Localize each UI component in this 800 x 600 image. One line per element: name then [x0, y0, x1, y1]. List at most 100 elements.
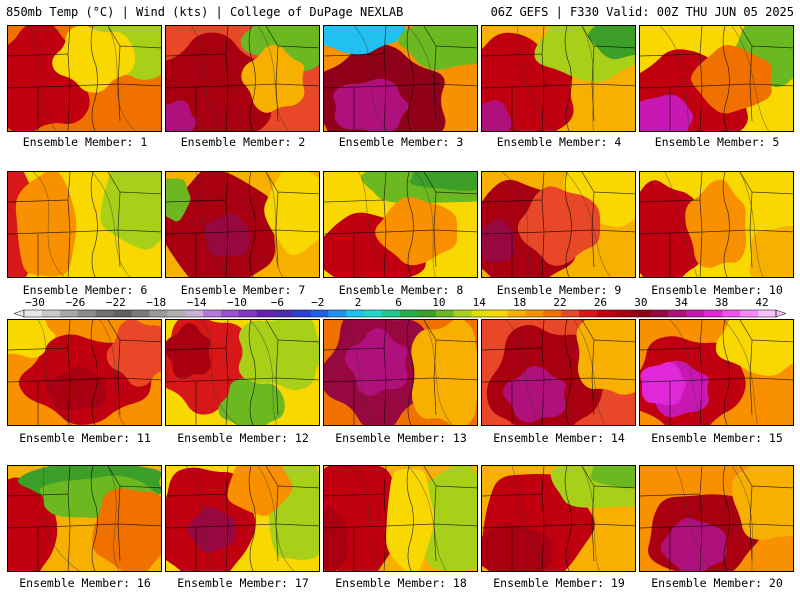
ensemble-map-1 — [7, 25, 162, 132]
colorbar-left-arrow — [14, 309, 25, 318]
colorbar-segment — [417, 310, 437, 317]
temperature-map — [482, 466, 635, 571]
temperature-shading — [691, 45, 772, 114]
ensemble-map-20 — [639, 465, 794, 572]
colorbar-segment — [167, 310, 186, 317]
temperature-shading — [166, 32, 272, 131]
height-contour — [343, 320, 453, 425]
temperature-colorbar — [14, 309, 786, 318]
height-contour — [348, 466, 448, 571]
height-contour — [659, 26, 770, 131]
ensemble-map-19 — [481, 465, 636, 572]
temperature-shading — [416, 466, 477, 571]
temperature-shading — [204, 213, 250, 257]
ensemble-map-9 — [481, 171, 636, 278]
temperature-map — [324, 320, 477, 425]
temperature-shading — [238, 320, 319, 391]
height-contour — [516, 26, 595, 131]
state-borders — [482, 172, 635, 277]
ensemble-map-8 — [323, 171, 478, 278]
temperature-map — [640, 172, 793, 277]
temperature-shading — [324, 506, 348, 571]
temperature-shading — [411, 320, 477, 425]
ensemble-map-12 — [165, 319, 320, 426]
state-borders — [640, 320, 793, 425]
colorbar-segment — [632, 310, 651, 317]
state-borders — [640, 466, 793, 571]
temperature-shading — [227, 466, 293, 516]
colorbar-tick-label: 18 — [513, 296, 527, 309]
ensemble-map-14 — [481, 319, 636, 426]
height-contour — [664, 172, 764, 277]
colorbar-segment — [328, 310, 347, 317]
colorbar-segment — [740, 310, 759, 317]
ensemble-member-label: Ensemble Member: 17 — [177, 576, 309, 590]
ensemble-map-7 — [165, 171, 320, 278]
temperature-map — [8, 26, 161, 131]
ensemble-member-label: Ensemble Member: 4 — [496, 135, 622, 149]
temperature-shading — [166, 323, 211, 380]
colorbar-tick-label: −26 — [65, 296, 86, 309]
ensemble-member-label: Ensemble Member: 6 — [22, 283, 148, 297]
colorbar-tick-label: 26 — [593, 296, 608, 309]
colorbar-segment — [131, 310, 150, 317]
ensemble-member-label: Ensemble Member: 3 — [338, 135, 464, 149]
colorbar-segment — [220, 310, 240, 317]
state-borders — [8, 320, 161, 425]
colorbar-segment — [758, 310, 777, 317]
ensemble-map-17 — [165, 465, 320, 572]
colorbar-segment — [59, 310, 79, 317]
colorbar-segment — [704, 310, 723, 317]
temperature-shading — [576, 320, 635, 395]
colorbar-tick-label: 6 — [395, 296, 402, 309]
colorbar-segment — [471, 310, 490, 317]
colorbar-segment — [149, 310, 168, 317]
colorbar-segment — [614, 310, 634, 317]
colorbar-segment — [507, 310, 526, 317]
colorbar-segment — [310, 310, 329, 317]
height-contour — [358, 172, 436, 277]
state-borders — [640, 26, 793, 131]
colorbar-tick-label: 22 — [553, 296, 567, 309]
temperature-map — [482, 26, 635, 131]
temperature-shading — [218, 378, 285, 425]
temperature-shading — [590, 466, 635, 489]
ensemble-member-label: Ensemble Member: 20 — [651, 576, 783, 590]
ensemble-map-15 — [639, 319, 794, 426]
state-borders — [166, 172, 319, 277]
ensemble-member-label: Ensemble Member: 8 — [338, 283, 464, 297]
colorbar-tick-label: −22 — [105, 296, 126, 309]
temperature-shading — [731, 466, 793, 540]
ensemble-map-16 — [7, 465, 162, 572]
ensemble-map-6 — [7, 171, 162, 278]
colorbar-segment — [435, 310, 455, 317]
temperature-shading — [45, 366, 107, 411]
ensemble-member-label: Ensemble Member: 18 — [335, 576, 467, 590]
temperature-map — [640, 320, 793, 425]
temperature-shading — [482, 218, 515, 263]
colorbar-outline — [23, 309, 777, 318]
temperature-shading — [482, 100, 513, 131]
temperature-map — [324, 26, 477, 131]
temperature-map — [482, 172, 635, 277]
temperature-shading — [106, 320, 161, 387]
temperature-map — [166, 320, 319, 425]
height-contour — [185, 466, 295, 571]
temperature-map — [482, 320, 635, 425]
colorbar-segment — [400, 310, 419, 317]
temperature-shading — [397, 26, 477, 70]
colorbar-segment — [346, 310, 365, 317]
temperature-shading — [375, 197, 457, 266]
colorbar-segment — [525, 310, 544, 317]
height-contour — [353, 26, 442, 131]
colorbar-tick-label: −14 — [186, 296, 207, 309]
colorbar-tick-label: −30 — [25, 296, 45, 309]
temperature-map — [324, 172, 477, 277]
state-borders — [8, 466, 161, 571]
temperature-map — [166, 172, 319, 277]
colorbar-tick-label: 30 — [634, 296, 648, 309]
ensemble-map-3 — [323, 25, 478, 132]
temperature-map — [640, 26, 793, 131]
colorbar-segment — [668, 310, 687, 317]
colorbar-segment — [453, 310, 472, 317]
